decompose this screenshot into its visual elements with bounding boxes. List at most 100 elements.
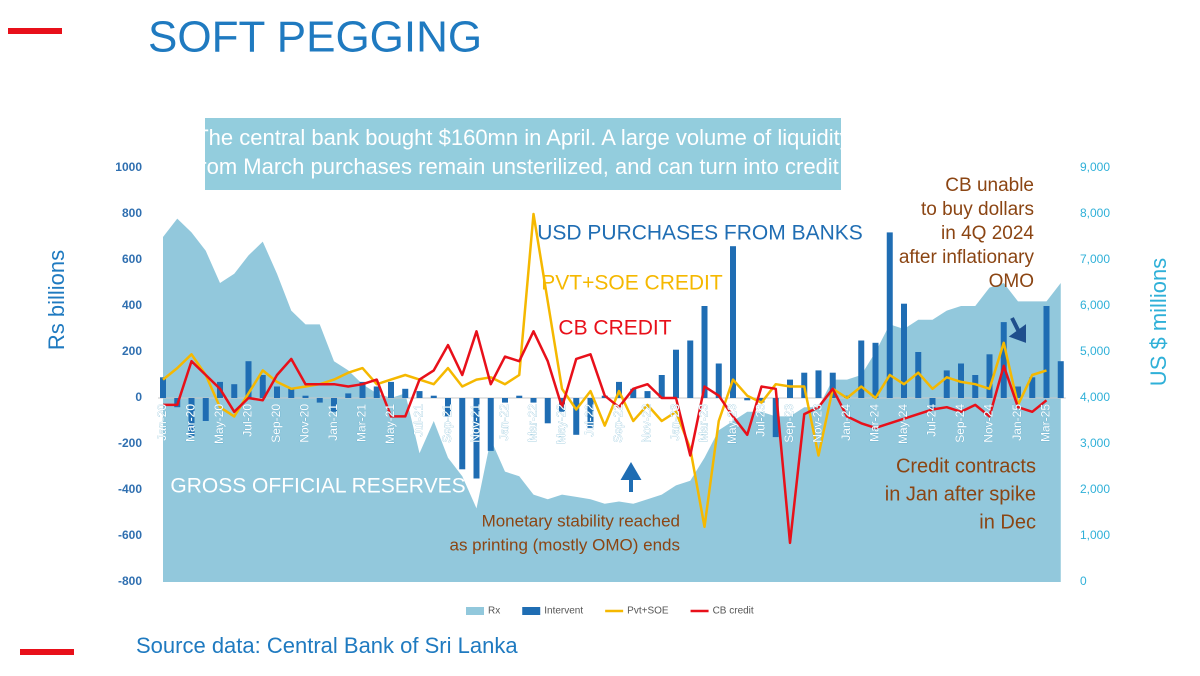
bar — [573, 398, 580, 435]
bar — [274, 386, 280, 398]
bar — [715, 363, 722, 398]
bar — [658, 375, 665, 398]
legend-label: Pvt+SOE — [627, 606, 669, 617]
bar — [1057, 361, 1064, 398]
y2-tick-label: 9,000 — [1080, 160, 1110, 174]
bar — [188, 398, 195, 438]
line — [163, 330, 1048, 545]
x-tick-label: Jan-21 — [326, 404, 340, 441]
bar — [687, 340, 694, 398]
line — [162, 212, 1047, 529]
x-tick-label: Jul-21 — [412, 404, 426, 437]
annotation: to buy dollars — [921, 199, 1034, 220]
annotation: as printing (mostly OMO) ends — [449, 535, 680, 554]
x-tick-label: May-21 — [383, 404, 397, 444]
bar — [1000, 322, 1007, 398]
x-tick-label: Jul-22 — [583, 404, 597, 437]
y2-tick-label: 6,000 — [1080, 298, 1110, 312]
bar — [459, 398, 466, 470]
bar — [502, 398, 508, 403]
y2-tick-label: 2,000 — [1080, 482, 1110, 496]
bar — [744, 398, 751, 401]
legend-label: CB credit — [713, 606, 754, 617]
x-tick-label: Jan-24 — [839, 404, 853, 441]
annotation: GROSS OFFICIAL RESERVES — [170, 475, 465, 498]
bar — [943, 370, 950, 398]
bar — [530, 398, 537, 403]
annotation: OMO — [989, 271, 1034, 292]
bar — [430, 395, 437, 398]
x-tick-label: Jan-25 — [1010, 404, 1024, 441]
bar — [901, 303, 907, 398]
bar — [1015, 386, 1021, 398]
y2-tick-label: 0 — [1080, 574, 1087, 588]
bar — [288, 388, 295, 398]
x-tick-label: May-22 — [554, 404, 568, 444]
annotation: after inflationary — [899, 247, 1035, 268]
x-tick-label: Sep-23 — [782, 404, 796, 443]
callout-box — [205, 118, 841, 190]
x-tick-label: Jan-23 — [668, 404, 682, 441]
y-tick-label: 1000 — [115, 160, 142, 174]
bar — [388, 381, 394, 398]
x-tick-label: Nov-22 — [640, 404, 654, 443]
x-tick-label: Nov-20 — [298, 404, 312, 443]
x-tick-label: Mar-24 — [868, 404, 882, 442]
bar — [915, 352, 922, 398]
legend-label: Rx — [488, 606, 500, 617]
y-tick-label: 600 — [122, 252, 142, 266]
bar — [829, 372, 836, 398]
x-tick-label: Nov-21 — [469, 404, 483, 443]
bar — [644, 391, 651, 398]
bar — [886, 232, 893, 398]
x-tick-label: Nov-23 — [811, 404, 825, 443]
y2-tick-label: 7,000 — [1080, 252, 1110, 266]
y2-tick-label: 8,000 — [1080, 206, 1110, 220]
bar — [345, 393, 352, 398]
bar — [758, 398, 765, 403]
x-tick-label: Jul-20 — [241, 404, 255, 437]
x-tick-label: Jul-23 — [754, 404, 768, 437]
legend-swatch — [466, 607, 484, 615]
x-tick-label: Mar-23 — [697, 404, 711, 442]
x-tick-label: Nov-24 — [982, 404, 996, 443]
annotation: in 4Q 2024 — [941, 223, 1034, 244]
bar — [701, 306, 708, 398]
area — [163, 218, 1061, 582]
bar — [331, 398, 337, 412]
x-tick-label: Jan-22 — [497, 404, 511, 441]
legend-label: Intervent — [544, 606, 583, 617]
plot-area: Jan-20 Mar-20 May-20 Jul-20 Sep-20 Nov-20 Jan-… — [155, 212, 1066, 582]
callout-line: from March purchases remain unsterilized… — [193, 154, 839, 179]
bar — [245, 361, 252, 398]
bar — [587, 398, 594, 428]
bar — [316, 398, 323, 403]
y2-tick-label: 4,000 — [1080, 390, 1110, 404]
x-tick-label: May-20 — [212, 404, 226, 444]
annotation: USD PURCHASES FROM BANKS — [537, 222, 863, 245]
source: Source data: Central Bank of Sri Lanka — [136, 633, 518, 658]
bar — [858, 340, 865, 398]
bar — [972, 375, 979, 398]
bar — [986, 354, 993, 398]
annotation: Monetary stability reached — [482, 511, 680, 530]
y-tick-label: -600 — [118, 528, 142, 542]
x-tick-label: Sep-24 — [953, 404, 967, 443]
x-tick-label: May-23 — [725, 404, 739, 444]
y2-tick-label: 1,000 — [1080, 528, 1110, 542]
bar — [872, 342, 879, 398]
x-tick-label: Mar-21 — [355, 404, 369, 442]
x-tick-label: Sep-21 — [440, 404, 454, 443]
y2-tick-label: 3,000 — [1080, 436, 1110, 450]
bar — [815, 370, 822, 398]
annotation: CB unable — [945, 175, 1034, 196]
chart-title: SOFT PEGGING — [148, 13, 482, 62]
bar — [373, 386, 380, 398]
bar — [302, 395, 309, 398]
annotation: in Dec — [979, 511, 1036, 533]
bar — [630, 388, 637, 398]
annotation: Credit contracts — [896, 455, 1036, 477]
bar — [673, 349, 679, 398]
x-tick-label: Jan-20 — [155, 404, 169, 441]
